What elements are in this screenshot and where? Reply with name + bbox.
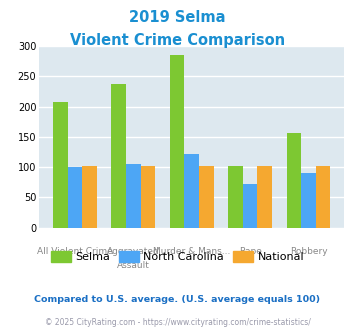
Bar bbox=[111, 84, 126, 228]
Text: © 2025 CityRating.com - https://www.cityrating.com/crime-statistics/: © 2025 CityRating.com - https://www.city… bbox=[45, 318, 310, 327]
Bar bbox=[199, 166, 214, 228]
Bar bbox=[170, 55, 184, 228]
Bar bbox=[82, 166, 97, 228]
Text: Compared to U.S. average. (U.S. average equals 100): Compared to U.S. average. (U.S. average … bbox=[34, 295, 321, 304]
Bar bbox=[53, 102, 67, 228]
Bar bbox=[257, 166, 272, 228]
Text: 2019 Selma: 2019 Selma bbox=[129, 10, 226, 25]
Bar bbox=[286, 133, 301, 228]
Bar bbox=[67, 167, 82, 228]
Bar bbox=[243, 184, 257, 228]
Bar bbox=[301, 173, 316, 228]
Text: Murder & Mans...: Murder & Mans... bbox=[153, 247, 230, 256]
Legend: Selma, North Carolina, National: Selma, North Carolina, National bbox=[47, 247, 308, 266]
Bar bbox=[141, 166, 155, 228]
Text: Robbery: Robbery bbox=[290, 247, 327, 256]
Text: Aggravated: Aggravated bbox=[107, 247, 160, 256]
Text: Violent Crime Comparison: Violent Crime Comparison bbox=[70, 33, 285, 48]
Bar bbox=[228, 166, 243, 228]
Bar bbox=[316, 166, 331, 228]
Text: Rape: Rape bbox=[239, 247, 262, 256]
Text: All Violent Crime: All Violent Crime bbox=[37, 247, 113, 256]
Text: Assault: Assault bbox=[117, 261, 150, 270]
Bar bbox=[126, 164, 141, 228]
Bar bbox=[184, 154, 199, 228]
